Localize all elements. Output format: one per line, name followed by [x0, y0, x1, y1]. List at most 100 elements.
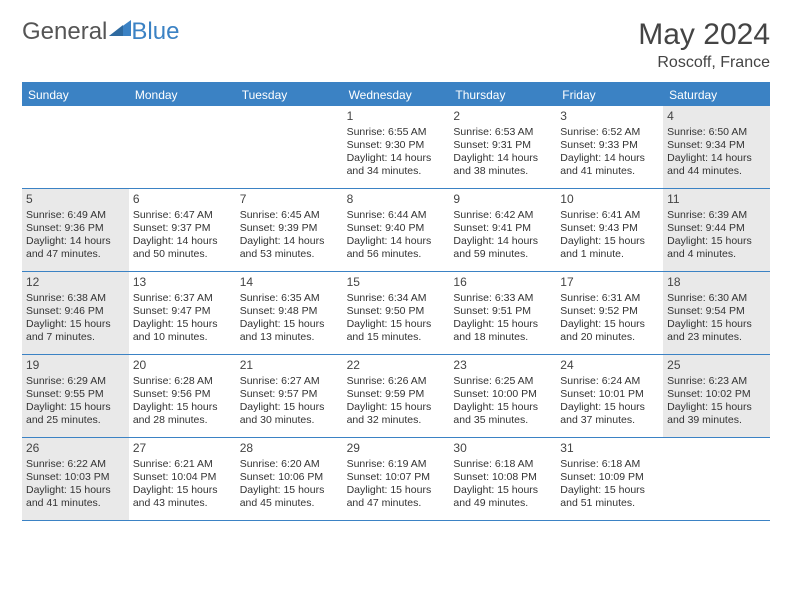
day-number: 17: [560, 275, 659, 290]
calendar-cell: 1Sunrise: 6:55 AMSunset: 9:30 PMDaylight…: [343, 106, 450, 188]
sunset-text: Sunset: 9:50 PM: [347, 305, 446, 318]
daylight-text: Daylight: 15 hours and 39 minutes.: [667, 401, 766, 427]
sunrise-text: Sunrise: 6:38 AM: [26, 292, 125, 305]
calendar-cell: 30Sunrise: 6:18 AMSunset: 10:08 PMDaylig…: [449, 438, 556, 520]
calendar-cell: 2Sunrise: 6:53 AMSunset: 9:31 PMDaylight…: [449, 106, 556, 188]
day-number: 8: [347, 192, 446, 207]
sunset-text: Sunset: 10:06 PM: [240, 471, 339, 484]
day-header-cell: Thursday: [449, 84, 556, 106]
daylight-text: Daylight: 14 hours and 38 minutes.: [453, 152, 552, 178]
day-number: 11: [667, 192, 766, 207]
sunset-text: Sunset: 9:36 PM: [26, 222, 125, 235]
day-number: 21: [240, 358, 339, 373]
calendar-cell: 17Sunrise: 6:31 AMSunset: 9:52 PMDayligh…: [556, 272, 663, 354]
sunrise-text: Sunrise: 6:23 AM: [667, 375, 766, 388]
sunset-text: Sunset: 9:56 PM: [133, 388, 232, 401]
sunset-text: Sunset: 10:07 PM: [347, 471, 446, 484]
sunset-text: Sunset: 9:31 PM: [453, 139, 552, 152]
sunset-text: Sunset: 9:34 PM: [667, 139, 766, 152]
daylight-text: Daylight: 15 hours and 7 minutes.: [26, 318, 125, 344]
sunset-text: Sunset: 9:41 PM: [453, 222, 552, 235]
calendar-cell: 6Sunrise: 6:47 AMSunset: 9:37 PMDaylight…: [129, 189, 236, 271]
daylight-text: Daylight: 15 hours and 28 minutes.: [133, 401, 232, 427]
day-number: 3: [560, 109, 659, 124]
sunrise-text: Sunrise: 6:20 AM: [240, 458, 339, 471]
sunrise-text: Sunrise: 6:19 AM: [347, 458, 446, 471]
brand-part1: General: [22, 18, 107, 46]
daylight-text: Daylight: 15 hours and 45 minutes.: [240, 484, 339, 510]
calendar-cell: 9 Sunrise: 6:42 AMSunset: 9:41 PMDaylight…: [449, 189, 556, 271]
sunrise-text: Sunrise: 6:31 AM: [560, 292, 659, 305]
sunrise-text: Sunrise: 6:49 AM: [26, 209, 125, 222]
daylight-text: Daylight: 14 hours and 53 minutes.: [240, 235, 339, 261]
calendar-cell: 10Sunrise: 6:41 AMSunset: 9:43 PMDayligh…: [556, 189, 663, 271]
sunrise-text: Sunrise: 6:27 AM: [240, 375, 339, 388]
sunset-text: Sunset: 10:08 PM: [453, 471, 552, 484]
day-number: 20: [133, 358, 232, 373]
daylight-text: Daylight: 15 hours and 15 minutes.: [347, 318, 446, 344]
calendar-cell: 7 Sunrise: 6:45 AMSunset: 9:39 PMDaylight…: [236, 189, 343, 271]
sunrise-text: Sunrise: 6:44 AM: [347, 209, 446, 222]
header: General Blue May 2024 Roscoff, France: [22, 18, 770, 72]
sunset-text: Sunset: 9:52 PM: [560, 305, 659, 318]
calendar-week: 26Sunrise: 6:22 AMSunset: 10:03 PMDaylig…: [22, 438, 770, 521]
sunrise-text: Sunrise: 6:29 AM: [26, 375, 125, 388]
calendar-cell: 23Sunrise: 6:25 AMSunset: 10:00 PMDaylig…: [449, 355, 556, 437]
sunset-text: Sunset: 9:54 PM: [667, 305, 766, 318]
calendar-cell: 13Sunrise: 6:37 AMSunset: 9:47 PMDayligh…: [129, 272, 236, 354]
day-number: 9: [453, 192, 552, 207]
sunset-text: Sunset: 9:39 PM: [240, 222, 339, 235]
daylight-text: Daylight: 14 hours and 56 minutes.: [347, 235, 446, 261]
sunrise-text: Sunrise: 6:33 AM: [453, 292, 552, 305]
day-number: 1: [347, 109, 446, 124]
sunset-text: Sunset: 10:09 PM: [560, 471, 659, 484]
day-header-cell: Tuesday: [236, 84, 343, 106]
day-number: 25: [667, 358, 766, 373]
day-header-cell: Monday: [129, 84, 236, 106]
daylight-text: Daylight: 14 hours and 59 minutes.: [453, 235, 552, 261]
calendar-week: 1Sunrise: 6:55 AMSunset: 9:30 PMDaylight…: [22, 106, 770, 189]
day-number: 24: [560, 358, 659, 373]
sunset-text: Sunset: 9:57 PM: [240, 388, 339, 401]
sunrise-text: Sunrise: 6:42 AM: [453, 209, 552, 222]
daylight-text: Daylight: 15 hours and 51 minutes.: [560, 484, 659, 510]
sunrise-text: Sunrise: 6:18 AM: [560, 458, 659, 471]
daylight-text: Daylight: 15 hours and 49 minutes.: [453, 484, 552, 510]
calendar-cell: 27 Sunrise: 6:21 AMSunset: 10:04 PMDaylig…: [129, 438, 236, 520]
daylight-text: Daylight: 15 hours and 43 minutes.: [133, 484, 232, 510]
sunset-text: Sunset: 10:04 PM: [133, 471, 232, 484]
calendar-cell: 8Sunrise: 6:44 AMSunset: 9:40 PMDaylight…: [343, 189, 450, 271]
day-header-row: SundayMondayTuesdayWednesdayThursdayFrid…: [22, 84, 770, 106]
day-number: 10: [560, 192, 659, 207]
calendar-cell: 24Sunrise: 6:24 AMSunset: 10:01 PMDaylig…: [556, 355, 663, 437]
calendar-cell: 25 Sunrise: 6:23 AMSunset: 10:02 PMDaylig…: [663, 355, 770, 437]
sunset-text: Sunset: 9:33 PM: [560, 139, 659, 152]
daylight-text: Daylight: 15 hours and 18 minutes.: [453, 318, 552, 344]
calendar-cell: 28Sunrise: 6:20 AMSunset: 10:06 PMDaylig…: [236, 438, 343, 520]
daylight-text: Daylight: 15 hours and 23 minutes.: [667, 318, 766, 344]
day-number: 4: [667, 109, 766, 124]
day-number: 6: [133, 192, 232, 207]
calendar-cell: 18Sunrise: 6:30 AMSunset: 9:54 PMDayligh…: [663, 272, 770, 354]
sunset-text: Sunset: 9:55 PM: [26, 388, 125, 401]
day-header-cell: Saturday: [663, 84, 770, 106]
day-number: 27: [133, 441, 232, 456]
daylight-text: Daylight: 14 hours and 34 minutes.: [347, 152, 446, 178]
sunset-text: Sunset: 10:01 PM: [560, 388, 659, 401]
calendar-cell: 3Sunrise: 6:52 AMSunset: 9:33 PMDaylight…: [556, 106, 663, 188]
day-number: 7: [240, 192, 339, 207]
sunrise-text: Sunrise: 6:41 AM: [560, 209, 659, 222]
daylight-text: Daylight: 15 hours and 30 minutes.: [240, 401, 339, 427]
sunset-text: Sunset: 10:02 PM: [667, 388, 766, 401]
sunset-text: Sunset: 9:47 PM: [133, 305, 232, 318]
day-number: 2: [453, 109, 552, 124]
sunrise-text: Sunrise: 6:21 AM: [133, 458, 232, 471]
calendar-cell: 20Sunrise: 6:28 AMSunset: 9:56 PMDayligh…: [129, 355, 236, 437]
sunset-text: Sunset: 9:51 PM: [453, 305, 552, 318]
sunrise-text: Sunrise: 6:26 AM: [347, 375, 446, 388]
daylight-text: Daylight: 15 hours and 4 minutes.: [667, 235, 766, 261]
sunrise-text: Sunrise: 6:37 AM: [133, 292, 232, 305]
sunrise-text: Sunrise: 6:52 AM: [560, 126, 659, 139]
day-number: 15: [347, 275, 446, 290]
sunrise-text: Sunrise: 6:45 AM: [240, 209, 339, 222]
